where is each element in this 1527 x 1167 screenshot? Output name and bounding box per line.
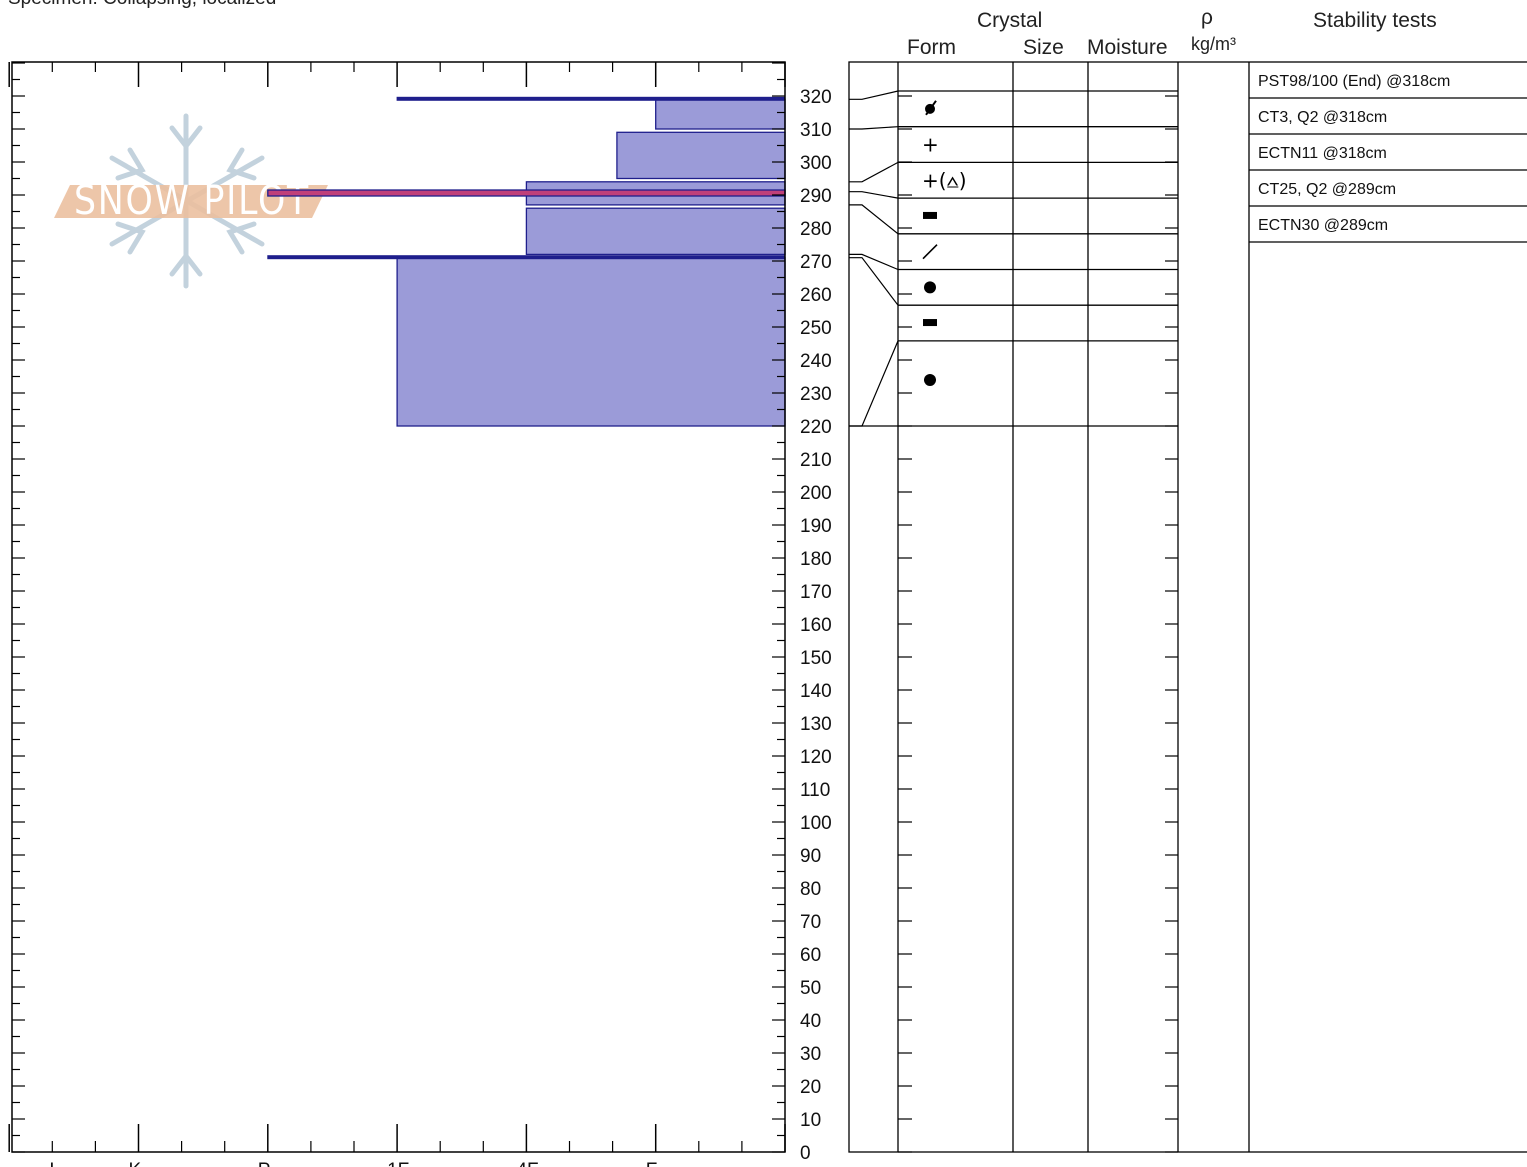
rounded-grains-icon — [924, 281, 936, 294]
stability-test-label: ECTN30 @289cm — [1258, 217, 1388, 234]
depth-tick-label: 110 — [800, 780, 830, 801]
watermark-text: SNOW PILOT — [74, 178, 310, 224]
layer-connector-line — [849, 191, 899, 199]
faceted-crystals-icon: + — [922, 133, 939, 157]
thin-layer-bar — [396, 96, 786, 101]
depth-tick-label: 320 — [800, 87, 832, 108]
header-stability: Stability tests — [1313, 9, 1437, 32]
hardness-layer-bar — [616, 131, 786, 180]
layer-connector-line — [849, 204, 899, 235]
depth-tick-label: 20 — [800, 1077, 821, 1098]
depth-tick-label: 230 — [800, 384, 832, 405]
depth-tick-label: 180 — [800, 549, 832, 570]
depth-tick-label: 100 — [800, 813, 832, 834]
hardness-layer-bar — [396, 257, 786, 427]
depth-tick-label: 130 — [800, 714, 832, 735]
header-moisture: Moisture — [1087, 36, 1168, 59]
hardness-tick-label: I — [49, 1160, 54, 1167]
depth-tick-label: 140 — [800, 681, 832, 702]
header-rho-unit: kg/m³ — [1191, 34, 1236, 54]
depth-tick-label: 0 — [800, 1143, 811, 1164]
hardness-layer-bar — [525, 207, 786, 256]
header-rho: ρ — [1201, 6, 1213, 29]
stability-test-label: ECTN11 @318cm — [1258, 145, 1387, 162]
depth-tick-label: 170 — [800, 582, 832, 603]
slash-form-icon — [922, 244, 938, 260]
watermark-banner — [54, 185, 328, 218]
stability-test-label: PST98/100 (End) @318cm — [1258, 73, 1450, 90]
depth-tick-label: 120 — [800, 747, 832, 768]
faceted-surface-hoar-icon: +(⩟) — [922, 168, 967, 192]
layer-connector-line — [849, 90, 899, 100]
depth-tick-label: 250 — [800, 318, 832, 339]
stability-test-label: CT25, Q2 @289cm — [1258, 181, 1396, 198]
depth-tick-label: 200 — [800, 483, 832, 504]
header-form: Form — [907, 36, 956, 59]
depth-tick-label: 290 — [800, 186, 832, 207]
hardness-tick-label: K — [129, 1160, 142, 1167]
layer-table — [848, 61, 1527, 1153]
layer-connector-line — [849, 126, 899, 130]
layer-connector-line — [849, 161, 899, 183]
depth-tick-label: 220 — [800, 417, 832, 438]
layer-connector-line — [849, 340, 899, 427]
stability-test-label: CT3, Q2 @318cm — [1258, 109, 1387, 126]
depth-tick-label: 280 — [800, 219, 832, 240]
hardness-tick-label: 4F — [516, 1160, 538, 1167]
depth-tick-label: 190 — [800, 516, 832, 537]
thin-layer-bar — [267, 255, 786, 260]
hardness-tick-label: 1F — [387, 1160, 409, 1167]
depth-tick-label: 80 — [800, 879, 821, 900]
depth-tick-label: 260 — [800, 285, 832, 306]
snow-pilot-watermark: SNOW PILOT — [54, 113, 328, 289]
depth-tick-label: 50 — [800, 978, 821, 999]
layer-connector-line — [849, 253, 899, 271]
hardness-layer-bar — [655, 98, 786, 130]
depth-tick-label: 160 — [800, 615, 832, 636]
decomposing-fragments-icon — [925, 100, 937, 116]
depth-tick-label: 40 — [800, 1011, 821, 1032]
depth-tick-label: 70 — [800, 912, 821, 933]
depth-tick-label: 90 — [800, 846, 821, 867]
depth-tick-label: 30 — [800, 1044, 821, 1065]
depth-tick-label: 10 — [800, 1110, 821, 1131]
header-size: Size — [1023, 36, 1064, 59]
depth-tick-label: 300 — [800, 153, 832, 174]
depth-tick-label: 270 — [800, 252, 832, 273]
rounded-grains-icon — [924, 374, 936, 386]
depth-tick-label: 150 — [800, 648, 832, 669]
depth-tick-label: 210 — [800, 450, 832, 471]
melt-freeze-icon — [923, 211, 937, 219]
hardness-tick-label: P — [258, 1160, 271, 1167]
melt-freeze-icon — [923, 319, 937, 327]
depth-tick-label: 310 — [800, 120, 832, 141]
critical-layer-bar — [267, 189, 786, 197]
depth-tick-label: 240 — [800, 351, 832, 372]
depth-tick-label: 60 — [800, 945, 821, 966]
profile-caption: Specimen: Collapsing, localized — [8, 0, 276, 9]
hardness-tick-label: F — [646, 1160, 658, 1167]
header-crystal: Crystal — [977, 9, 1042, 32]
layer-connector-line — [849, 257, 899, 306]
